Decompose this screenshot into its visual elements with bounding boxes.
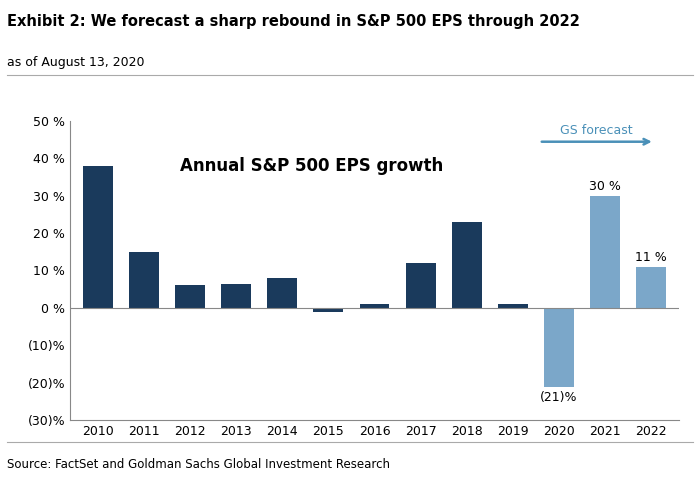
Bar — [314, 308, 344, 312]
Bar — [452, 222, 482, 308]
Bar — [175, 285, 205, 308]
Bar — [360, 304, 389, 308]
Text: 11 %: 11 % — [636, 251, 667, 264]
Text: (21)%: (21)% — [540, 391, 577, 404]
Bar — [129, 252, 159, 308]
Bar — [498, 304, 528, 308]
Bar — [221, 284, 251, 308]
Bar — [405, 263, 435, 308]
Text: Annual S&P 500 EPS growth: Annual S&P 500 EPS growth — [180, 156, 443, 175]
Text: GS forecast: GS forecast — [561, 124, 633, 137]
Text: Source: FactSet and Goldman Sachs Global Investment Research: Source: FactSet and Goldman Sachs Global… — [7, 458, 390, 471]
Bar — [544, 308, 574, 386]
Text: Exhibit 2: We forecast a sharp rebound in S&P 500 EPS through 2022: Exhibit 2: We forecast a sharp rebound i… — [7, 14, 580, 29]
Bar — [636, 267, 666, 308]
Text: as of August 13, 2020: as of August 13, 2020 — [7, 56, 144, 69]
Bar — [590, 196, 620, 308]
Text: 30 %: 30 % — [589, 180, 621, 193]
Bar — [267, 278, 297, 308]
Bar — [83, 166, 113, 308]
